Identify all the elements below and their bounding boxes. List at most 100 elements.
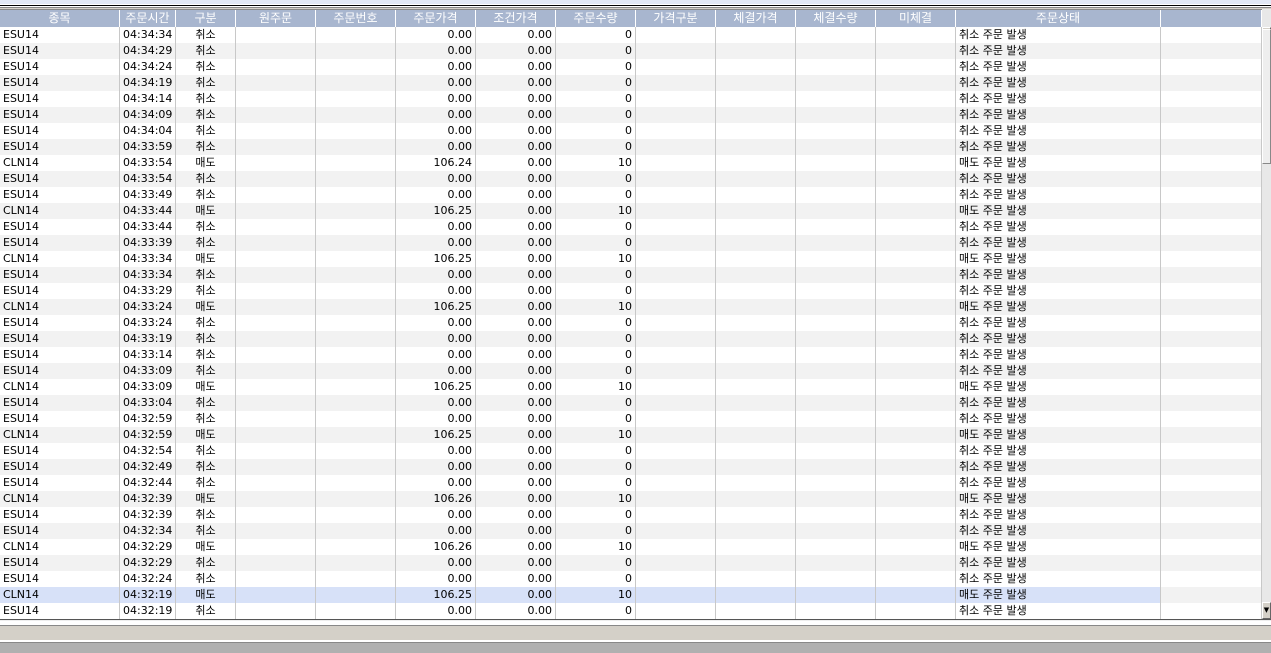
- table-row[interactable]: ESU14 04:33:39 취소 0.00 0.00 0 취소 주문 발생: [0, 235, 1262, 251]
- table-row[interactable]: ESU14 04:32:19 취소 0.00 0.00 0 취소 주문 발생: [0, 603, 1262, 619]
- cell-fill-qty: [796, 507, 876, 523]
- cell-fill-price: [716, 187, 796, 203]
- table-row[interactable]: CLN14 04:33:34 매도 106.25 0.00 10 매도 주문 발생: [0, 251, 1262, 267]
- cell-order-status: 취소 주문 발생: [956, 571, 1161, 587]
- column-header-order-status[interactable]: 주문상태: [956, 10, 1161, 27]
- table-row[interactable]: CLN14 04:33:44 매도 106.25 0.00 10 매도 주문 발생: [0, 203, 1262, 219]
- cell-extra: [1161, 27, 1262, 43]
- cell-order-time: 04:34:29: [120, 43, 176, 59]
- table-row[interactable]: CLN14 04:32:19 매도 106.25 0.00 10 매도 주문 발생: [0, 587, 1262, 603]
- cell-extra: [1161, 347, 1262, 363]
- cell-symbol: ESU14: [0, 363, 120, 379]
- cell-unfilled: [876, 251, 956, 267]
- cell-price-type: [636, 91, 716, 107]
- cell-extra: [1161, 459, 1262, 475]
- cell-unfilled: [876, 315, 956, 331]
- table-row[interactable]: ESU14 04:32:29 취소 0.00 0.00 0 취소 주문 발생: [0, 555, 1262, 571]
- table-row[interactable]: ESU14 04:33:04 취소 0.00 0.00 0 취소 주문 발생: [0, 395, 1262, 411]
- table-row[interactable]: CLN14 04:33:24 매도 106.25 0.00 10 매도 주문 발생: [0, 299, 1262, 315]
- table-row[interactable]: ESU14 04:33:09 취소 0.00 0.00 0 취소 주문 발생: [0, 363, 1262, 379]
- cell-price-type: [636, 235, 716, 251]
- column-header-cond-price[interactable]: 조건가격: [476, 10, 556, 27]
- cell-cond-price: 0.00: [476, 251, 556, 267]
- column-header-orig-order[interactable]: 원주문: [236, 10, 316, 27]
- table-row[interactable]: ESU14 04:34:29 취소 0.00 0.00 0 취소 주문 발생: [0, 43, 1262, 59]
- table-row[interactable]: ESU14 04:33:59 취소 0.00 0.00 0 취소 주문 발생: [0, 139, 1262, 155]
- cell-order-time: 04:33:24: [120, 315, 176, 331]
- cell-order-qty: 0: [556, 411, 636, 427]
- scroll-down-icon[interactable]: ▼: [1262, 602, 1271, 619]
- column-header-side[interactable]: 구분: [176, 10, 236, 27]
- cell-side: 취소: [176, 283, 236, 299]
- cell-order-no: [316, 475, 396, 491]
- table-row[interactable]: ESU14 04:33:49 취소 0.00 0.00 0 취소 주문 발생: [0, 187, 1262, 203]
- cell-cond-price: 0.00: [476, 379, 556, 395]
- cell-extra: [1161, 395, 1262, 411]
- table-row[interactable]: ESU14 04:33:44 취소 0.00 0.00 0 취소 주문 발생: [0, 219, 1262, 235]
- table-row[interactable]: ESU14 04:33:54 취소 0.00 0.00 0 취소 주문 발생: [0, 171, 1262, 187]
- column-header-extra[interactable]: [1161, 10, 1262, 27]
- table-row[interactable]: ESU14 04:34:14 취소 0.00 0.00 0 취소 주문 발생: [0, 91, 1262, 107]
- table-row[interactable]: ESU14 04:34:24 취소 0.00 0.00 0 취소 주문 발생: [0, 59, 1262, 75]
- cell-price-type: [636, 459, 716, 475]
- cell-price-type: [636, 283, 716, 299]
- cell-orig-order: [236, 155, 316, 171]
- column-header-order-time[interactable]: 주문시간: [120, 10, 176, 27]
- table-row[interactable]: ESU14 04:33:29 취소 0.00 0.00 0 취소 주문 발생: [0, 283, 1262, 299]
- cell-fill-qty: [796, 411, 876, 427]
- cell-orig-order: [236, 299, 316, 315]
- column-header-fill-qty[interactable]: 체결수량: [796, 10, 876, 27]
- table-row[interactable]: ESU14 04:32:49 취소 0.00 0.00 0 취소 주문 발생: [0, 459, 1262, 475]
- cell-order-price: 0.00: [396, 139, 476, 155]
- table-row[interactable]: ESU14 04:33:14 취소 0.00 0.00 0 취소 주문 발생: [0, 347, 1262, 363]
- cell-price-type: [636, 443, 716, 459]
- column-header-price-type[interactable]: 가격구분: [636, 10, 716, 27]
- table-row[interactable]: CLN14 04:32:29 매도 106.26 0.00 10 매도 주문 발생: [0, 539, 1262, 555]
- column-header-symbol[interactable]: 종목: [0, 10, 120, 27]
- cell-side: 취소: [176, 443, 236, 459]
- column-header-fill-price[interactable]: 체결가격: [716, 10, 796, 27]
- table-row[interactable]: ESU14 04:32:59 취소 0.00 0.00 0 취소 주문 발생: [0, 411, 1262, 427]
- table-row[interactable]: ESU14 04:34:19 취소 0.00 0.00 0 취소 주문 발생: [0, 75, 1262, 91]
- cell-cond-price: 0.00: [476, 363, 556, 379]
- table-row[interactable]: ESU14 04:34:09 취소 0.00 0.00 0 취소 주문 발생: [0, 107, 1262, 123]
- cell-fill-price: [716, 331, 796, 347]
- column-header-unfilled[interactable]: 미체결: [876, 10, 956, 27]
- column-header-order-qty[interactable]: 주문수량: [556, 10, 636, 27]
- cell-order-time: 04:33:34: [120, 251, 176, 267]
- table-row[interactable]: CLN14 04:32:59 매도 106.25 0.00 10 매도 주문 발생: [0, 427, 1262, 443]
- table-row[interactable]: ESU14 04:33:34 취소 0.00 0.00 0 취소 주문 발생: [0, 267, 1262, 283]
- cell-order-no: [316, 363, 396, 379]
- column-header-order-price[interactable]: 주문가격: [396, 10, 476, 27]
- table-row[interactable]: ESU14 04:32:44 취소 0.00 0.00 0 취소 주문 발생: [0, 475, 1262, 491]
- cell-order-time: 04:33:54: [120, 155, 176, 171]
- table-row[interactable]: ESU14 04:32:54 취소 0.00 0.00 0 취소 주문 발생: [0, 443, 1262, 459]
- cell-extra: [1161, 75, 1262, 91]
- cell-cond-price: 0.00: [476, 411, 556, 427]
- cell-order-no: [316, 459, 396, 475]
- column-header-order-no[interactable]: 주문번호: [316, 10, 396, 27]
- table-row[interactable]: CLN14 04:32:39 매도 106.26 0.00 10 매도 주문 발생: [0, 491, 1262, 507]
- cell-price-type: [636, 523, 716, 539]
- cell-order-qty: 0: [556, 507, 636, 523]
- table-row[interactable]: ESU14 04:32:34 취소 0.00 0.00 0 취소 주문 발생: [0, 523, 1262, 539]
- cell-symbol: CLN14: [0, 203, 120, 219]
- cell-fill-price: [716, 571, 796, 587]
- scroll-thumb[interactable]: [1262, 29, 1271, 164]
- cell-unfilled: [876, 411, 956, 427]
- cell-order-status: 취소 주문 발생: [956, 395, 1161, 411]
- cell-order-status: 취소 주문 발생: [956, 27, 1161, 43]
- table-row[interactable]: ESU14 04:32:39 취소 0.00 0.00 0 취소 주문 발생: [0, 507, 1262, 523]
- cell-order-price: 0.00: [396, 395, 476, 411]
- cell-orig-order: [236, 235, 316, 251]
- table-row[interactable]: CLN14 04:33:09 매도 106.25 0.00 10 매도 주문 발생: [0, 379, 1262, 395]
- cell-fill-price: [716, 443, 796, 459]
- table-row[interactable]: ESU14 04:33:19 취소 0.00 0.00 0 취소 주문 발생: [0, 331, 1262, 347]
- table-row[interactable]: ESU14 04:33:24 취소 0.00 0.00 0 취소 주문 발생: [0, 315, 1262, 331]
- table-row[interactable]: ESU14 04:32:24 취소 0.00 0.00 0 취소 주문 발생: [0, 571, 1262, 587]
- table-row[interactable]: CLN14 04:33:54 매도 106.24 0.00 10 매도 주문 발생: [0, 155, 1262, 171]
- table-row[interactable]: ESU14 04:34:34 취소 0.00 0.00 0 취소 주문 발생: [0, 27, 1262, 43]
- vertical-scrollbar[interactable]: ▲ ▼: [1262, 9, 1271, 619]
- cell-symbol: ESU14: [0, 443, 120, 459]
- table-row[interactable]: ESU14 04:34:04 취소 0.00 0.00 0 취소 주문 발생: [0, 123, 1262, 139]
